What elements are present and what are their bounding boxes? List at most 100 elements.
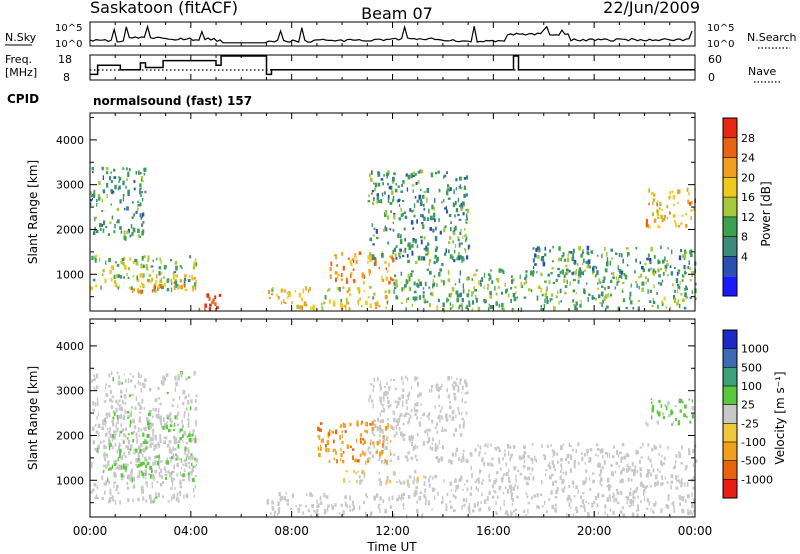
scatter-cell: [477, 306, 481, 312]
scatter-cell: [691, 406, 695, 411]
velocity-colorbar-label: -500: [741, 455, 766, 468]
scatter-cell: [417, 381, 420, 387]
velocity-colorbar-frame: [722, 329, 738, 499]
scatter-cell: [413, 214, 416, 218]
scatter-cell: [531, 467, 534, 472]
scatter-cell: [608, 494, 611, 498]
velocity-colorbar-swatch: [723, 479, 737, 498]
scatter-cell: [408, 391, 411, 396]
scatter-cell: [288, 292, 291, 297]
scatter-cell: [357, 470, 360, 473]
scatter-cell: [435, 384, 438, 388]
scatter-cell: [152, 475, 155, 480]
scatter-cell: [448, 241, 451, 245]
scatter-cell: [649, 259, 652, 265]
scatter-cell: [392, 513, 395, 518]
scatter-cell: [676, 271, 679, 276]
scatter-cell: [166, 416, 169, 420]
scatter-cell: [406, 514, 408, 519]
scatter-cell: [137, 203, 140, 207]
scatter-cell: [610, 248, 613, 252]
scatter-cell: [459, 270, 462, 276]
scatter-cell: [319, 428, 322, 432]
scatter-cell: [192, 277, 195, 281]
scatter-cell: [369, 252, 372, 257]
scatter-cell: [652, 198, 655, 202]
scatter-cell: [361, 305, 363, 308]
scatter-cell: [284, 301, 287, 304]
scatter-cell: [458, 218, 462, 221]
scatter-cell: [639, 261, 642, 265]
scatter-cell: [531, 496, 533, 500]
scatter-cell: [420, 256, 423, 261]
scatter-cell: [189, 255, 192, 259]
scatter-cell: [426, 415, 430, 418]
scatter-cell: [186, 435, 189, 438]
scatter-cell: [132, 288, 135, 292]
scatter-cell: [123, 433, 126, 436]
scatter-cell: [689, 279, 692, 282]
scatter-cell: [623, 455, 626, 460]
scatter-cell: [389, 449, 391, 453]
scatter-cell: [455, 447, 459, 452]
scatter-cell: [564, 291, 567, 295]
scatter-cell: [102, 189, 106, 194]
scatter-cell: [441, 430, 444, 433]
scatter-cell: [124, 409, 127, 414]
scatter-cell: [145, 264, 148, 269]
scatter-cell: [627, 477, 630, 482]
scatter-cell: [647, 456, 650, 460]
scatter-cell: [370, 177, 373, 182]
scatter-cell: [609, 260, 611, 266]
scatter-cell: [174, 260, 178, 265]
time-tick-label: 16:00: [476, 524, 511, 538]
scatter-cell: [447, 375, 450, 381]
scatter-cell: [490, 443, 492, 447]
scatter-cell: [684, 404, 687, 409]
scatter-cell: [634, 281, 637, 284]
scatter-cell: [636, 283, 638, 288]
scatter-cell: [131, 231, 134, 236]
scatter-cell: [194, 282, 197, 287]
scatter-cell: [626, 453, 629, 458]
scatter-cell: [188, 433, 191, 438]
scatter-cell: [92, 402, 94, 405]
scatter-cell: [527, 455, 530, 459]
scatter-cell: [128, 475, 131, 480]
scatter-cell: [604, 504, 607, 509]
scatter-cell: [415, 491, 418, 495]
scatter-cell: [669, 191, 672, 195]
scatter-cell: [577, 461, 580, 465]
scatter-cell: [687, 481, 689, 487]
scatter-cell: [593, 500, 596, 505]
scatter-cell: [567, 253, 569, 257]
scatter-cell: [576, 262, 579, 267]
scatter-cell: [623, 273, 626, 277]
scatter-cell: [175, 283, 177, 289]
scatter-cell: [671, 501, 674, 506]
scatter-cell: [189, 456, 193, 460]
scatter-cell: [463, 458, 465, 462]
scatter-cell: [164, 265, 166, 269]
scatter-cell: [371, 192, 373, 195]
scatter-cell: [583, 290, 586, 295]
scatter-cell: [166, 278, 169, 283]
scatter-cell: [431, 419, 434, 424]
scatter-cell: [471, 291, 474, 295]
scatter-cell: [147, 278, 150, 283]
scatter-cell: [154, 289, 157, 293]
scatter-cell: [116, 221, 118, 224]
scatter-cell: [139, 416, 141, 421]
scatter-cell: [490, 269, 492, 272]
scatter-cell: [418, 295, 421, 300]
scatter-cell: [455, 414, 457, 419]
scatter-cell: [161, 481, 165, 484]
scatter-cell: [141, 470, 143, 474]
scatter-cell: [124, 207, 126, 211]
scatter-cell: [688, 201, 692, 206]
scatter-cell: [283, 289, 286, 293]
scatter-cell: [449, 307, 452, 311]
scatter-cell: [365, 493, 367, 497]
scatter-cell: [101, 497, 104, 500]
scatter-cell: [632, 492, 634, 497]
